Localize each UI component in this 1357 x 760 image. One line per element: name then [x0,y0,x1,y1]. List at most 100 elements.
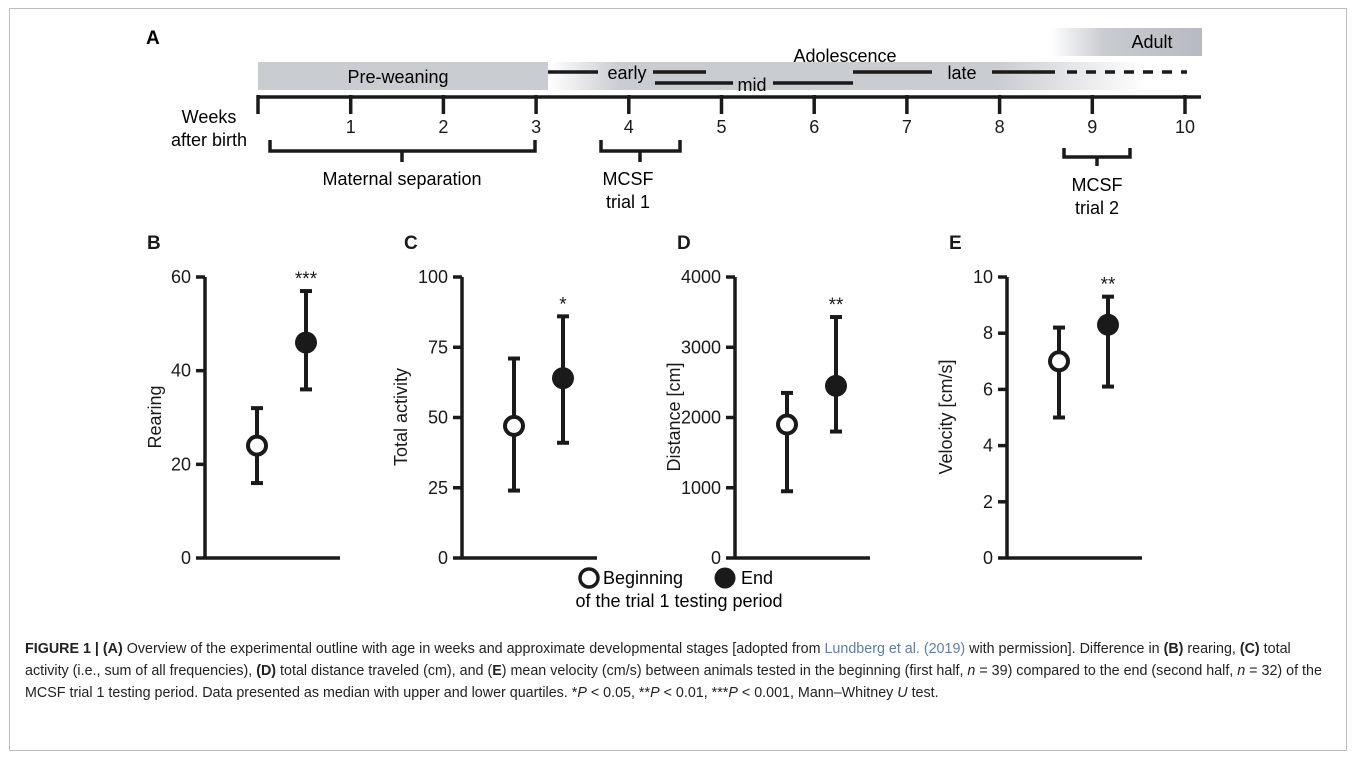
substage-early-label: early [607,63,646,83]
caption-u-text: test. [907,685,939,701]
adolescence-band [548,62,1146,90]
adult-band [1050,28,1202,56]
bracket-maternal-separation-label: Maternal separation [322,169,481,189]
week-tick-label: 3 [531,117,541,137]
weeks-axis [256,95,1201,114]
panel-a-label: A [146,28,160,49]
y-tick-label: 10 [973,267,993,287]
caption-p1-var: P [577,685,587,701]
y-tick-label: 8 [983,323,993,343]
stage-adolescence-label: Adolescence [793,46,896,66]
week-tick-label: 2 [438,117,448,137]
figure-frame [9,8,1347,751]
mcsf-trial2-label-line2: trial 2 [1075,198,1119,218]
legend-open-marker [578,567,600,589]
caption-c-label: (C) [1239,641,1260,657]
panel-label: D [677,233,691,254]
legend-filled-marker [714,567,736,589]
y-tick-label: 0 [438,548,448,568]
substage-late-label: late [947,63,976,83]
y-tick-label: 0 [983,548,993,568]
y-axis-label: Velocity [cm/s] [936,359,956,474]
caption-p2-var: P [650,685,660,701]
chart-panel-b: B 0 20 40 60 Rearing *** [145,233,340,568]
legend-subtitle: of the trial 1 testing period [575,591,782,611]
week-tick-label: 4 [624,117,634,137]
chart-panel-c: C 0 25 50 75 100 Total activity * [391,233,597,568]
caption-d-text: total distance traveled (cm), and ( [276,663,493,679]
legend: Beginning End of the trial 1 testing per… [575,567,783,611]
y-tick-label: 100 [418,267,448,287]
bracket-shapes [268,140,1132,166]
caption-p2-text: < 0.01, *** [659,685,729,701]
caption-n1-var: n [967,663,976,679]
week-tick-label: 8 [995,117,1005,137]
caption-e-label: E [492,663,502,679]
y-tick-label: 0 [181,548,191,568]
significance-marker: ** [1101,275,1116,296]
median-point-end [825,374,847,397]
stage-preweaning-label: Pre-weaning [347,67,448,87]
y-tick-label: 0 [711,548,721,568]
significance-marker: *** [295,269,318,290]
caption-prefix: FIGURE 1 | [25,641,103,657]
caption-n2-var: n [1237,663,1246,679]
chart-panel-d: D 0 1000 2000 3000 4000 Distance [cm] ** [664,233,870,568]
stage-adult-label: Adult [1131,32,1172,52]
y-tick-label: 25 [428,478,448,498]
week-tick-label: 7 [902,117,912,137]
preweaning-band [258,62,548,90]
legend-end-label: End [741,568,773,588]
caption-d-label: (D) [256,663,277,679]
median-point-beginning [776,413,798,436]
median-point-beginning [246,434,268,457]
y-tick-label: 1000 [681,478,721,498]
y-tick-label: 75 [428,337,448,357]
median-point-end [1097,313,1119,336]
chart-panel-e: E 0 2 4 6 8 10 Velocity [cm/s] ** [936,233,1142,568]
weeks-axis-label-line1: Weeks [182,107,237,127]
caption-p3-text: < 0.001, Mann–Whitney [737,685,898,701]
panel-a: A Pre-weaning Adolescence Adult early mi… [146,28,1202,218]
week-tick-label: 1 [346,117,356,137]
y-tick-label: 60 [171,267,191,287]
caption-a-text-1: Overview of the experimental outline wit… [122,641,825,657]
caption-n2-text: = 32) of the MCSF trial 1 testing period… [25,663,1322,701]
significance-marker: ** [829,295,844,316]
week-tick-label: 6 [809,117,819,137]
panel-label: C [404,233,418,254]
mcsf-trial1-label-line1: MCSF [603,169,654,189]
caption-p3-var: P [728,685,738,701]
legend-beginning-label: Beginning [603,568,683,588]
y-axis-label: Total activity [391,368,411,466]
caption-c-text: total activity (i.e., sum of all frequen… [25,641,1291,679]
y-axis-label: Rearing [145,385,165,448]
panel-label: B [147,233,161,254]
y-axis-label: Distance [cm] [664,362,684,471]
median-point-beginning [503,414,525,437]
median-point-end [552,367,574,390]
caption-b-label: (B) [1163,641,1184,657]
caption-n1-text: = 39) compared to the end (second half, [975,663,1238,679]
significance-marker: * [559,294,567,315]
caption-e-text: ) mean velocity (cm/s) between animals t… [501,663,968,679]
y-tick-label: 6 [983,379,993,399]
median-point-end [295,331,317,354]
caption-a-label: (A) [102,641,123,657]
median-point-beginning [1048,350,1070,373]
caption-a-text-2: with permission]. Difference in [965,641,1164,657]
y-tick-label: 40 [171,361,191,381]
y-tick-label: 4 [983,436,993,456]
figure-caption: FIGURE 1 | (A) Overview of the experimen… [25,638,1325,704]
caption-citation-link[interactable]: Lundberg et al. (2019) [824,641,966,657]
weeks-axis-label-line2: after birth [171,130,247,150]
y-tick-label: 2 [983,492,993,512]
caption-b-text: rearing, [1183,641,1240,657]
caption-u-var: U [897,685,908,701]
mcsf-trial1-label-line2: trial 1 [606,192,650,212]
y-tick-label: 20 [171,454,191,474]
substage-lines [548,70,1187,85]
week-tick-label: 9 [1087,117,1097,137]
caption-p1-text: < 0.05, ** [586,685,651,701]
